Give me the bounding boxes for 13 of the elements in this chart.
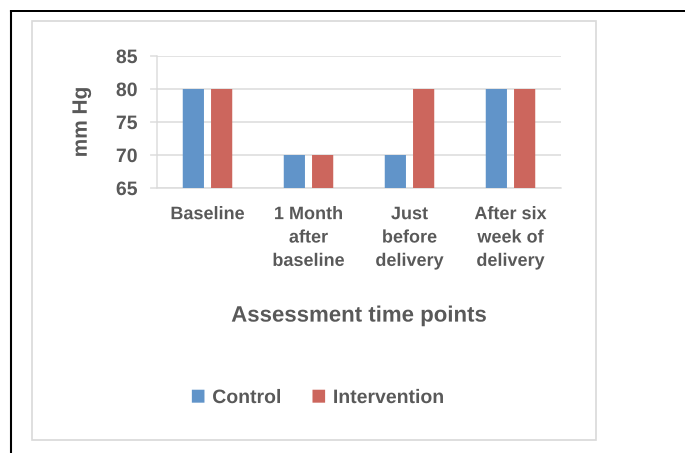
legend-label: Control bbox=[213, 388, 280, 404]
x-tick-label: Baseline bbox=[172, 206, 244, 220]
legend-label: Intervention bbox=[334, 388, 443, 404]
y-tick-label: 80 bbox=[116, 82, 137, 96]
x-tick-label: After six week of delivery bbox=[474, 206, 546, 270]
x-tick-label: Just before delivery bbox=[376, 206, 444, 270]
x-axis-title: Assessment time points bbox=[232, 305, 486, 326]
y-tick-label: 70 bbox=[116, 148, 137, 162]
x-tick-label: 1 Month after baseline bbox=[274, 206, 344, 266]
y-axis-title: mm Hg bbox=[72, 88, 92, 156]
y-tick-label: 75 bbox=[116, 116, 138, 130]
y-tick-label: 85 bbox=[116, 49, 138, 64]
y-tick-label: 65 bbox=[116, 181, 138, 196]
